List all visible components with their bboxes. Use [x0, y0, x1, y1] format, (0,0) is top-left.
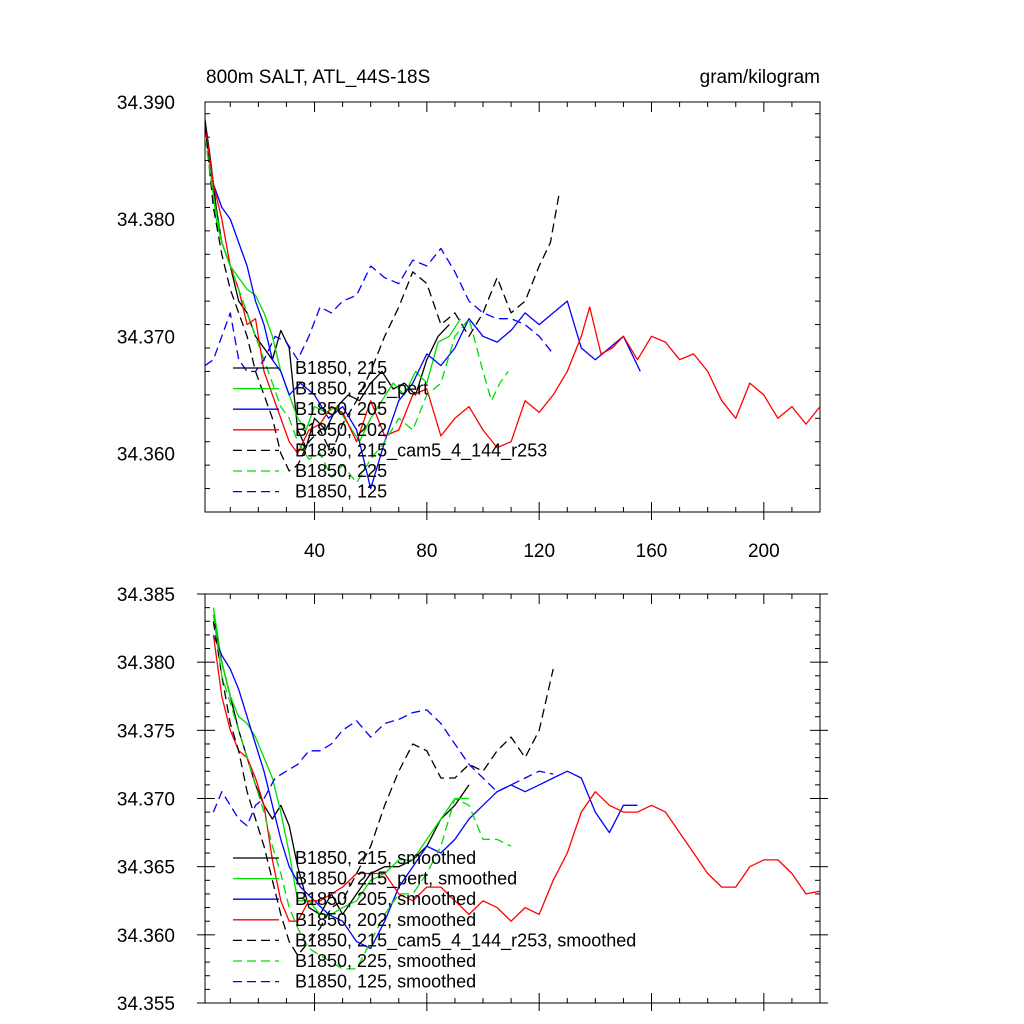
series-line-4	[212, 621, 554, 956]
legend-label-1: B1850, 215_pert, smoothed	[295, 869, 517, 890]
legend-label-1: B1850, 215_pert	[295, 379, 428, 400]
y-tick-label: 34.375	[117, 721, 175, 742]
y-tick-label: 34.390	[117, 93, 175, 114]
series-line-1	[205, 125, 462, 443]
legend-label-5: B1850, 225, smoothed	[295, 951, 476, 971]
bottom-panel: 34.355 34.360 34.365 34.370 34.375 34.380 34.3…	[117, 585, 828, 1015]
y-tick-label: 34.360	[117, 926, 175, 947]
series-line-6	[212, 709, 554, 827]
y-tick-label: 34.355	[117, 994, 175, 1015]
legend-label-4: B1850, 215_cam5_4_144_r253, smoothed	[295, 930, 636, 951]
y-tick-label: 34.380	[117, 210, 175, 231]
x-tick-label: 80	[416, 541, 437, 562]
x-tick-label: 120	[523, 541, 555, 562]
y-tick-label: 34.370	[117, 327, 175, 348]
legend-label-3: B1850, 202	[295, 420, 387, 440]
legend-label-4: B1850, 215_cam5_4_144_r253	[295, 440, 547, 461]
y-tick-label: 34.365	[117, 858, 175, 879]
y-tick-label: 34.380	[117, 653, 175, 674]
series-line-5	[212, 614, 512, 970]
series-line-0	[205, 119, 450, 449]
series-line-3	[212, 634, 820, 922]
plot-frame	[204, 101, 821, 513]
chart-title-left: 800m SALT, ATL_44S-18S	[206, 67, 430, 88]
legend-label-3: B1850, 202, smoothed	[295, 910, 476, 930]
x-tick-label: 200	[748, 541, 780, 562]
x-tick-label: 40	[304, 541, 325, 562]
chart-title-right: gram/kilogram	[700, 67, 820, 88]
legend-label-6: B1850, 125	[295, 482, 387, 502]
series-line-2	[212, 634, 638, 950]
series-line-5	[205, 137, 509, 484]
legend-label-6: B1850, 125, smoothed	[295, 972, 476, 992]
legend-label-2: B1850, 205	[295, 399, 387, 419]
legend-label-0: B1850, 215, smoothed	[295, 848, 476, 868]
legend-label-2: B1850, 205, smoothed	[295, 889, 476, 909]
y-tick-label: 34.370	[117, 790, 175, 811]
series-line-3	[205, 125, 820, 455]
series-line-2	[205, 125, 641, 490]
series-line-6	[205, 247, 554, 373]
y-tick-label: 34.385	[117, 585, 175, 606]
x-tick-label: 160	[636, 541, 668, 562]
top-panel: 40 80 120 160 200 34.360 34.370 34.380 34.390 B18…	[117, 93, 821, 562]
series-line-1	[212, 607, 469, 916]
legend-label-0: B1850, 215	[295, 358, 387, 378]
series-line-4	[205, 125, 560, 472]
legend-label-5: B1850, 225	[295, 461, 387, 481]
y-tick-label: 34.360	[117, 444, 175, 465]
